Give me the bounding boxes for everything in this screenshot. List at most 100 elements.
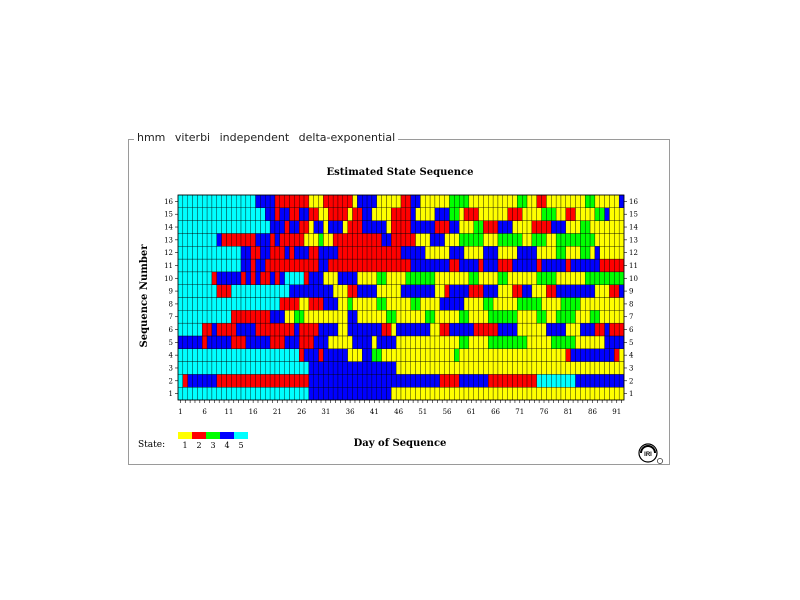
heatmap-cell [371,348,377,362]
heatmap-cell [497,220,503,234]
heatmap-cell [614,271,620,285]
heatmap-cell [279,258,285,273]
heatmap-cell [483,310,489,324]
y-tick-label-right: 16 [629,198,638,206]
heatmap-cell [274,348,280,362]
heatmap-cell [265,284,271,298]
heatmap-cell [449,284,455,298]
heatmap-cell [235,361,242,375]
heatmap-cell [565,271,571,285]
heatmap-cell [405,335,411,349]
heatmap-cell [250,246,256,260]
heatmap-cell [269,374,276,388]
heatmap-cell [395,322,402,337]
heatmap-cell [463,387,470,401]
heatmap-cell [299,310,305,324]
heatmap-cell [400,284,407,298]
heatmap-cell [328,335,334,349]
heatmap-cell [216,258,222,273]
plot-frame [177,194,625,401]
heatmap-cell [362,361,368,375]
heatmap-cell [303,284,310,298]
legend-swatch [192,432,206,439]
heatmap-cell [231,207,237,221]
heatmap-cell [211,246,217,260]
heatmap-cell [226,258,232,273]
heatmap-cell [187,271,193,285]
heatmap-cell [386,335,392,349]
heatmap-cell [347,233,353,247]
heatmap-cell [187,348,193,362]
heatmap-cell [497,194,503,208]
heatmap-cell [405,297,411,311]
heatmap-cell [255,297,261,311]
heatmap-cell [425,335,431,349]
heatmap-cell [502,284,508,298]
heatmap-cell [439,374,445,388]
heatmap-cell [323,374,329,388]
heatmap-cell [570,194,576,208]
heatmap-cell [308,246,314,260]
heatmap-cell [429,297,436,311]
heatmap-cell [410,233,416,247]
heatmap-cell [546,194,552,208]
heatmap-cell [585,310,591,324]
heatmap-cell [250,348,256,362]
heatmap-cell [434,220,440,234]
heatmap-cell [192,322,198,337]
heatmap-cell [386,348,392,362]
heatmap-cell [303,348,310,362]
heatmap-cell [463,233,470,247]
heatmap-cell [211,374,217,388]
heatmap-cell [235,246,242,260]
heatmap-cell [386,220,392,234]
heatmap-cell [463,194,470,208]
heatmap-cell [376,348,382,362]
heatmap-cell [376,297,382,311]
heatmap-cell [187,194,193,208]
heatmap-cell [318,322,324,337]
heatmap-cell [454,322,460,337]
heatmap-cell [260,271,266,285]
heatmap-cell [371,297,377,311]
heatmap-cell [357,207,363,221]
heatmap-cell [473,207,479,221]
heatmap-cell [231,233,237,247]
heatmap-cell [308,194,314,208]
heatmap-cell [463,310,470,324]
heatmap-cell [512,220,518,234]
heatmap-cell [458,246,465,260]
heatmap-cell [284,374,290,388]
heatmap-cell [618,233,625,247]
heatmap-cell [386,246,392,260]
heatmap-cell [609,271,615,285]
heatmap-cell [444,194,450,208]
heatmap-cell [580,207,586,221]
heatmap-cell [182,271,188,285]
heatmap-cell [604,297,610,311]
heatmap-cell [560,387,567,401]
heatmap-cell [352,271,358,285]
heatmap-cell [478,271,484,285]
heatmap-cell [318,271,324,285]
heatmap-cell [463,361,470,375]
heatmap-cell [391,284,397,298]
heatmap-cell [284,258,290,273]
heatmap-cell [609,310,615,324]
heatmap-cell [289,310,295,324]
heatmap-cell [585,220,591,234]
heatmap-cell [434,335,440,349]
heatmap-cell [226,387,232,401]
heatmap-cell [458,271,465,285]
heatmap-cell [289,348,295,362]
heatmap-cell [488,310,494,324]
heatmap-cell [594,207,600,221]
heatmap-cell [381,233,387,247]
heatmap-cell [192,207,198,221]
heatmap-cell [512,233,518,247]
heatmap-cell [391,258,397,273]
heatmap-cell [381,207,387,221]
heatmap-cell [362,271,368,285]
heatmap-cell [313,258,319,273]
heatmap-cell [512,284,518,298]
